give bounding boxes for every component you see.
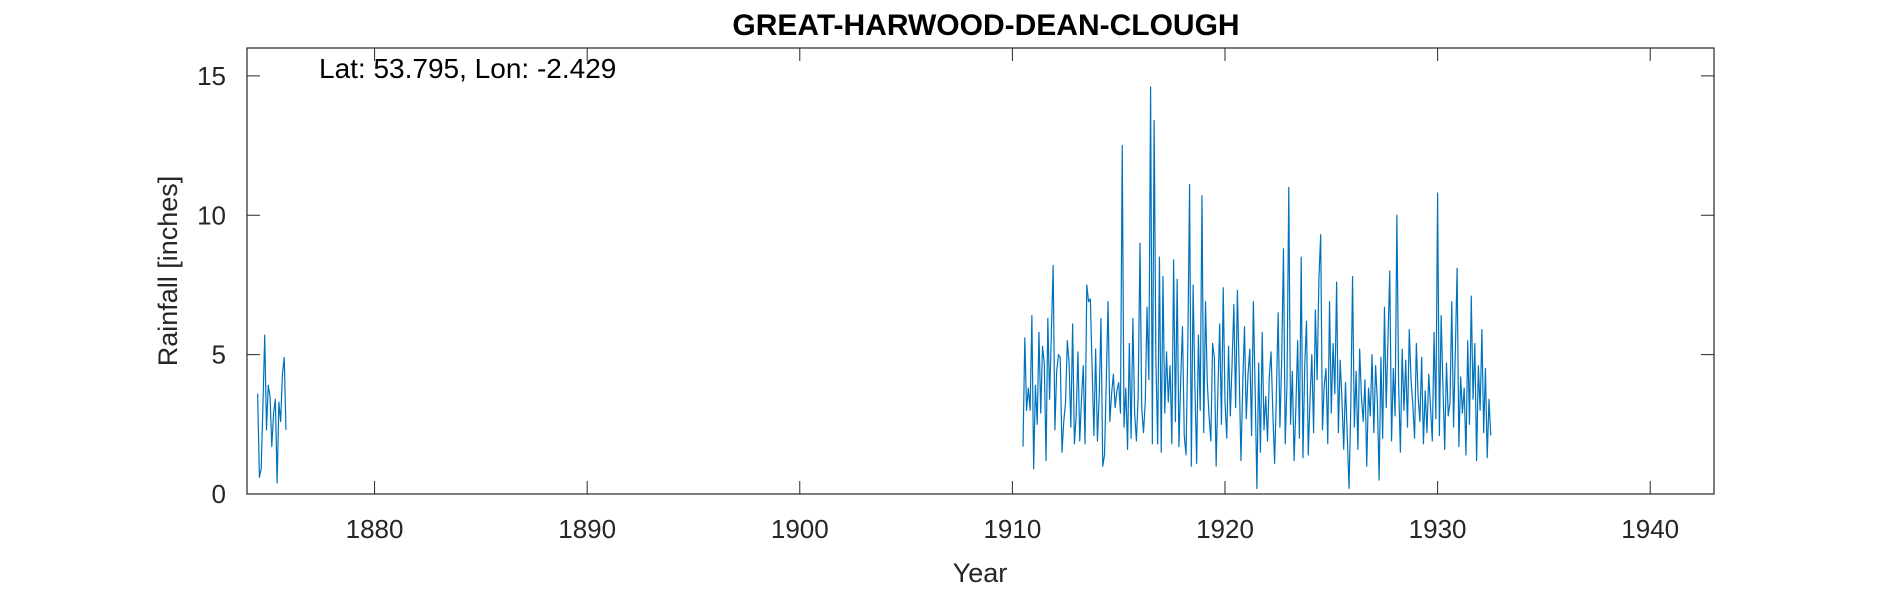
- x-tick-label: 1890: [558, 514, 616, 544]
- x-tick-label: 1880: [346, 514, 404, 544]
- chart-title: GREAT-HARWOOD-DEAN-CLOUGH: [732, 9, 1239, 42]
- series-group: [257, 86, 1492, 490]
- rainfall-series-line: [257, 334, 287, 484]
- axis-ticks: [247, 48, 1714, 495]
- y-tick-label: 10: [197, 200, 226, 230]
- x-tick-label: 1930: [1409, 514, 1467, 544]
- location-annotation: Lat: 53.795, Lon: -2.429: [319, 53, 616, 84]
- tick-labels: 1880 1890 1900 1910 1920 1930 1940 0 5 10 15: [197, 61, 1679, 544]
- x-tick-label: 1920: [1196, 514, 1254, 544]
- plot-area: [246, 47, 1715, 495]
- x-tick-label: 1910: [983, 514, 1041, 544]
- x-tick-label: 1900: [771, 514, 829, 544]
- y-tick-label: 0: [212, 479, 226, 509]
- y-tick-label: 15: [197, 61, 226, 91]
- rainfall-series-line: [1022, 86, 1492, 490]
- y-axis-label: Rainfall [inches]: [153, 176, 183, 367]
- y-tick-label: 5: [212, 340, 226, 370]
- x-tick-label: 1940: [1621, 514, 1679, 544]
- x-axis-label: Year: [953, 558, 1008, 588]
